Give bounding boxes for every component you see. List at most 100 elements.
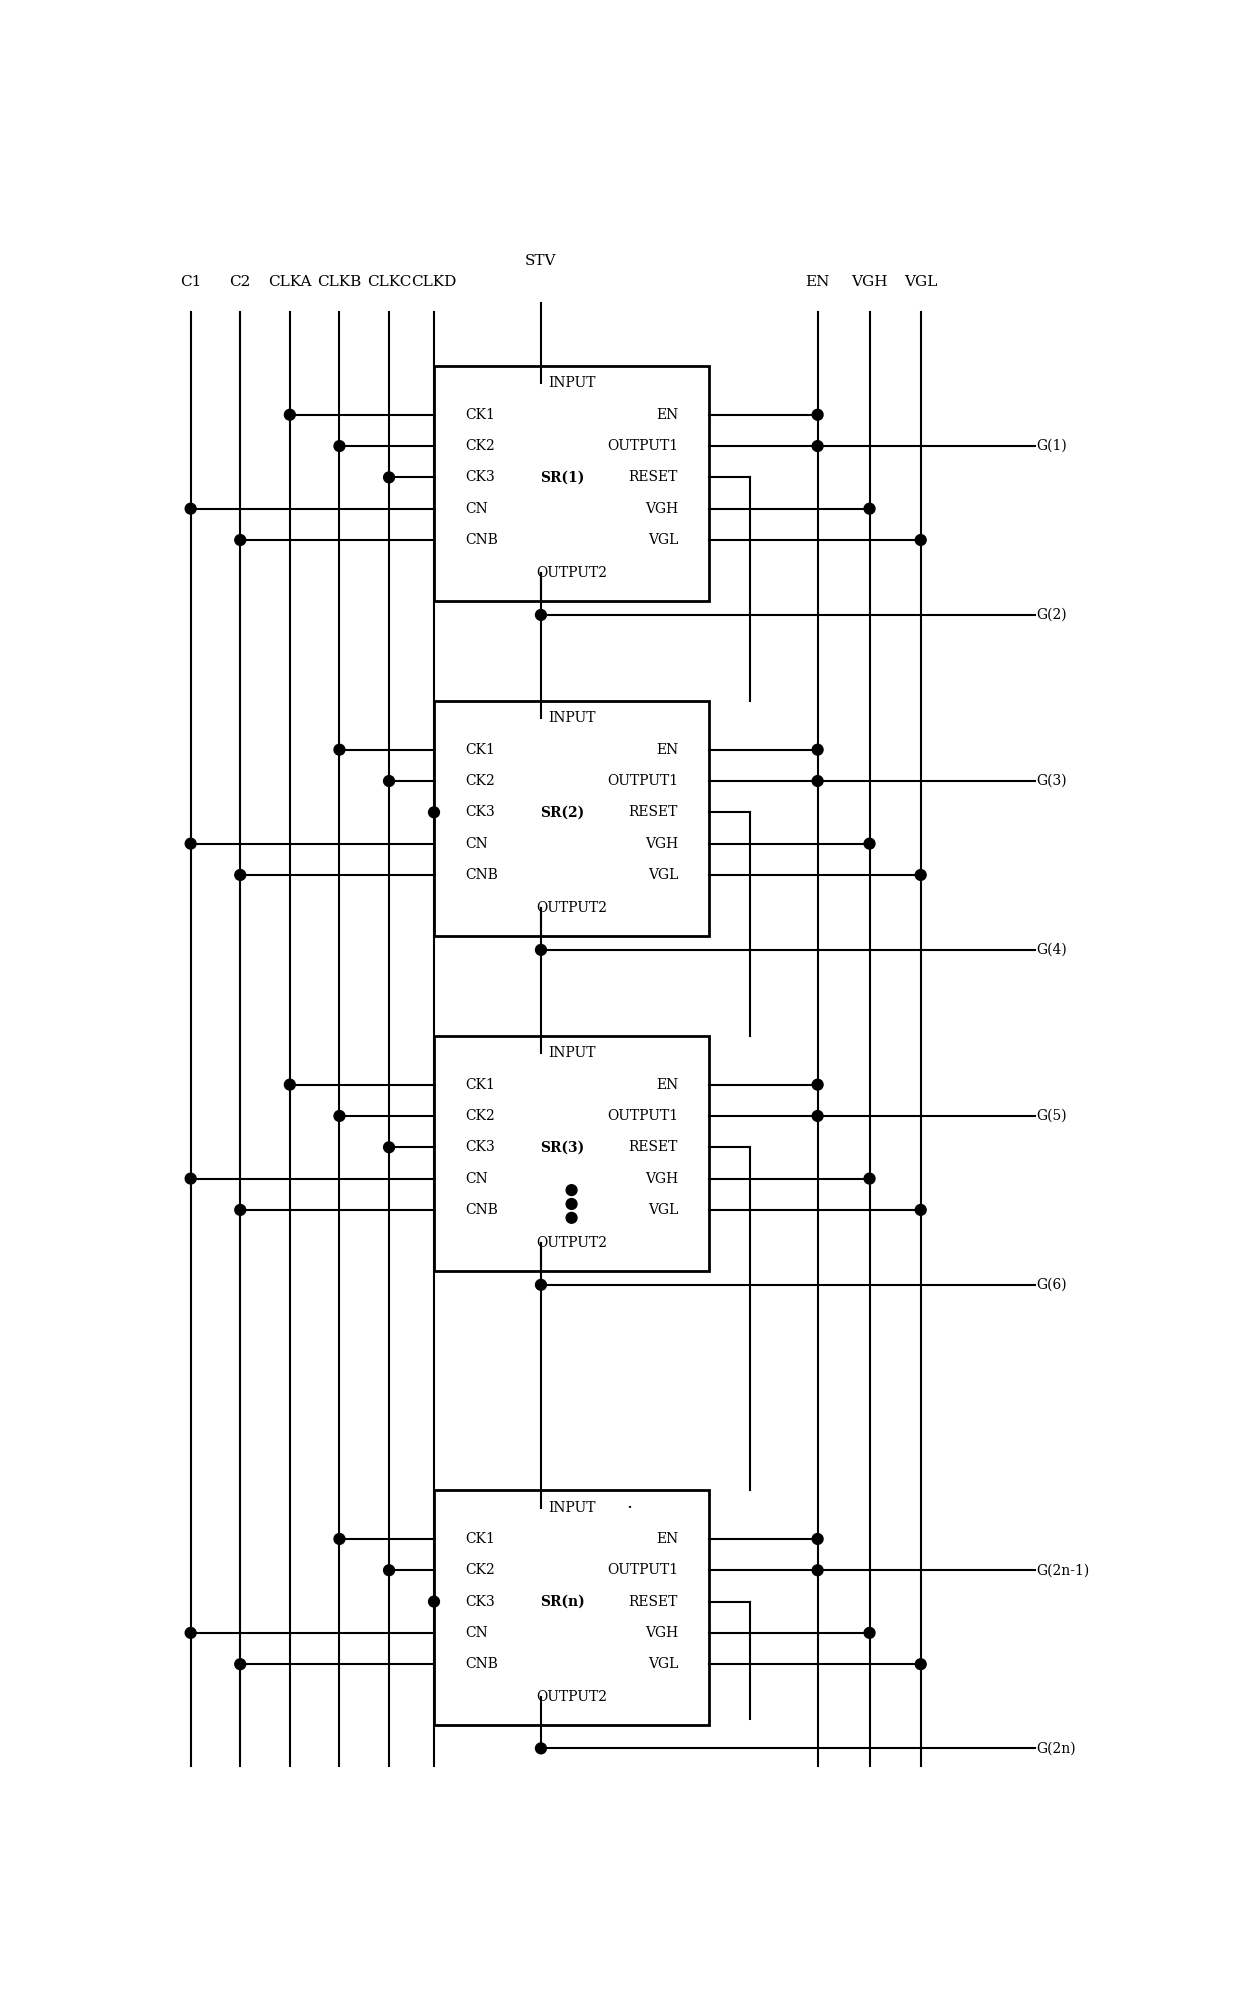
Text: CK1: CK1 [465, 1533, 495, 1547]
Circle shape [567, 1198, 577, 1210]
Text: CN: CN [465, 1172, 487, 1186]
Circle shape [812, 1080, 823, 1090]
Text: OUTPUT2: OUTPUT2 [536, 566, 608, 580]
Text: OUTPUT1: OUTPUT1 [608, 438, 678, 452]
Text: VGL: VGL [647, 1658, 678, 1672]
Text: SR(1): SR(1) [541, 470, 584, 484]
Text: VGH: VGH [645, 502, 678, 516]
Text: VGL: VGL [904, 275, 937, 289]
Text: CK3: CK3 [465, 1140, 495, 1154]
Circle shape [536, 1744, 547, 1754]
Text: OUTPUT2: OUTPUT2 [536, 901, 608, 915]
Circle shape [234, 869, 246, 881]
Circle shape [812, 1110, 823, 1122]
Circle shape [334, 1533, 345, 1545]
Circle shape [536, 610, 547, 620]
Circle shape [284, 1080, 295, 1090]
Circle shape [864, 1628, 875, 1638]
Circle shape [812, 440, 823, 452]
Text: VGH: VGH [645, 1626, 678, 1640]
Circle shape [915, 534, 926, 546]
Circle shape [812, 775, 823, 787]
Text: VGL: VGL [647, 532, 678, 546]
Text: EN: EN [806, 275, 830, 289]
Bar [434, 702, 709, 937]
Circle shape [383, 775, 394, 787]
Text: CNB: CNB [465, 867, 498, 883]
Text: C1: C1 [180, 275, 201, 289]
Text: G(4): G(4) [1037, 943, 1066, 957]
Circle shape [185, 839, 196, 849]
Circle shape [864, 504, 875, 514]
Bar [434, 1491, 709, 1726]
Text: SR(n): SR(n) [539, 1594, 584, 1608]
Text: CN: CN [465, 502, 487, 516]
Circle shape [536, 945, 547, 955]
Text: OUTPUT1: OUTPUT1 [608, 1108, 678, 1122]
Bar [434, 1036, 709, 1272]
Text: CK2: CK2 [465, 1563, 495, 1576]
Text: CK1: CK1 [465, 743, 495, 757]
Text: VGL: VGL [647, 1204, 678, 1218]
Text: CN: CN [465, 1626, 487, 1640]
Text: C2: C2 [229, 275, 250, 289]
Text: EN: EN [656, 409, 678, 423]
Text: INPUT: INPUT [548, 1046, 595, 1060]
Circle shape [334, 743, 345, 755]
Circle shape [567, 1212, 577, 1224]
Text: RESET: RESET [629, 805, 678, 819]
Circle shape [334, 440, 345, 452]
Circle shape [567, 1184, 577, 1196]
Text: G(2n-1): G(2n-1) [1037, 1563, 1090, 1576]
Text: CK2: CK2 [465, 1108, 495, 1122]
Text: G(3): G(3) [1037, 773, 1066, 787]
Text: RESET: RESET [629, 1594, 678, 1608]
Text: G(1): G(1) [1037, 438, 1066, 452]
Circle shape [812, 409, 823, 421]
Circle shape [284, 409, 295, 421]
Text: CLKB: CLKB [317, 275, 362, 289]
Text: G(2n): G(2n) [1037, 1742, 1076, 1756]
Circle shape [383, 1142, 394, 1152]
Text: CK3: CK3 [465, 805, 495, 819]
Text: VGH: VGH [645, 1172, 678, 1186]
Circle shape [864, 1174, 875, 1184]
Text: RESET: RESET [629, 1140, 678, 1154]
Text: VGH: VGH [645, 837, 678, 851]
Text: CLKC: CLKC [367, 275, 412, 289]
Circle shape [812, 1565, 823, 1576]
Text: SR(2): SR(2) [541, 805, 584, 819]
Text: SR(3): SR(3) [541, 1140, 584, 1154]
Circle shape [915, 869, 926, 881]
Circle shape [334, 1110, 345, 1122]
Text: STV: STV [526, 253, 557, 267]
Circle shape [864, 839, 875, 849]
Text: CN: CN [465, 837, 487, 851]
Text: OUTPUT2: OUTPUT2 [536, 1690, 608, 1704]
Text: CNB: CNB [465, 532, 498, 546]
Text: VGH: VGH [852, 275, 888, 289]
Circle shape [429, 807, 439, 817]
Text: CK2: CK2 [465, 438, 495, 452]
Text: CK2: CK2 [465, 773, 495, 787]
Circle shape [536, 1280, 547, 1289]
Circle shape [383, 472, 394, 482]
Circle shape [383, 1565, 394, 1576]
Text: OUTPUT1: OUTPUT1 [608, 1563, 678, 1576]
Circle shape [234, 1658, 246, 1670]
Text: CLKD: CLKD [412, 275, 456, 289]
Text: RESET: RESET [629, 470, 678, 484]
Circle shape [915, 1204, 926, 1216]
Text: G(6): G(6) [1037, 1278, 1066, 1291]
Text: CK3: CK3 [465, 1594, 495, 1608]
Text: OUTPUT1: OUTPUT1 [608, 773, 678, 787]
Text: INPUT: INPUT [548, 712, 595, 725]
Text: CLKA: CLKA [268, 275, 311, 289]
Text: G(5): G(5) [1037, 1108, 1066, 1122]
Circle shape [185, 504, 196, 514]
Text: CK1: CK1 [465, 1078, 495, 1092]
Circle shape [812, 1533, 823, 1545]
Text: EN: EN [656, 743, 678, 757]
Text: CNB: CNB [465, 1204, 498, 1218]
Circle shape [429, 1596, 439, 1606]
